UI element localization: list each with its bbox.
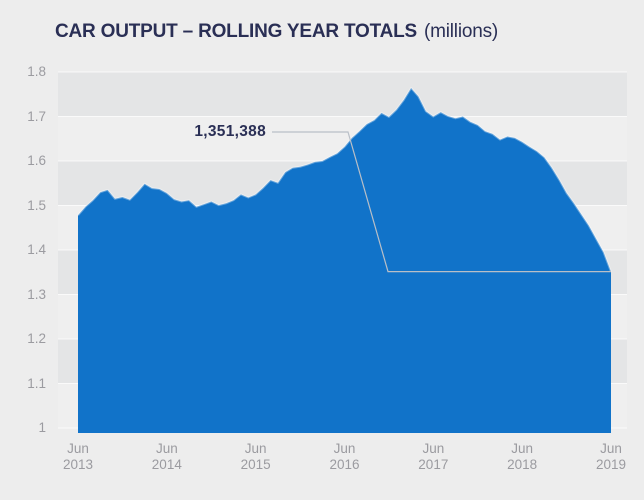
- x-tick-month: Jun: [155, 441, 178, 456]
- x-tick-month: Jun: [244, 441, 267, 456]
- x-tick-year: 2019: [595, 457, 627, 472]
- chart-header: CAR OUTPUT – ROLLING YEAR TOTALS (million…: [55, 21, 498, 43]
- x-tick-month: Jun: [333, 441, 356, 456]
- x-tick-label: Jun 2016: [310, 441, 380, 473]
- y-tick-label: 1.3: [27, 286, 46, 302]
- x-tick-label: Jun 2017: [398, 441, 468, 473]
- y-tick-label: 1.2: [27, 331, 46, 346]
- annotation-label: 1,351,388: [194, 123, 266, 140]
- x-tick-label: Jun 2014: [132, 441, 202, 473]
- callout-line: [272, 131, 611, 273]
- area-top-edge: [77, 87, 612, 273]
- x-tick-year: 2014: [151, 457, 182, 472]
- x-tick-label: Jun 2015: [221, 441, 291, 473]
- x-tick-label: Jun 2018: [487, 441, 557, 473]
- x-tick-year: 2018: [507, 457, 538, 472]
- y-tick-label: 1.8: [27, 64, 46, 79]
- y-tick-label: 1.6: [27, 153, 46, 168]
- x-tick-year: 2017: [418, 457, 449, 472]
- plot-band: [58, 72, 627, 117]
- x-tick-year: 2015: [240, 457, 271, 472]
- y-tick-label: 1.1: [27, 375, 46, 391]
- y-tick-label: 1.7: [27, 108, 46, 124]
- chart-title: CAR OUTPUT – ROLLING YEAR TOTALS: [55, 21, 418, 42]
- x-tick-month: Jun: [600, 441, 622, 456]
- y-tick-label: 1.4: [27, 242, 46, 257]
- area-shape: [78, 88, 611, 433]
- x-tick-month: Jun: [422, 441, 445, 456]
- x-tick-month: Jun: [511, 441, 534, 456]
- y-tick-label: 1: [38, 420, 46, 435]
- x-tick-month: Jun: [67, 441, 89, 456]
- x-tick-label: Jun 2013: [43, 441, 113, 473]
- x-tick-year: 2013: [62, 457, 94, 472]
- x-tick-label: Jun 2019: [576, 441, 644, 473]
- x-tick-year: 2016: [329, 457, 360, 472]
- y-tick-label: 1.5: [27, 197, 46, 213]
- chart-subtitle: (millions): [424, 21, 499, 42]
